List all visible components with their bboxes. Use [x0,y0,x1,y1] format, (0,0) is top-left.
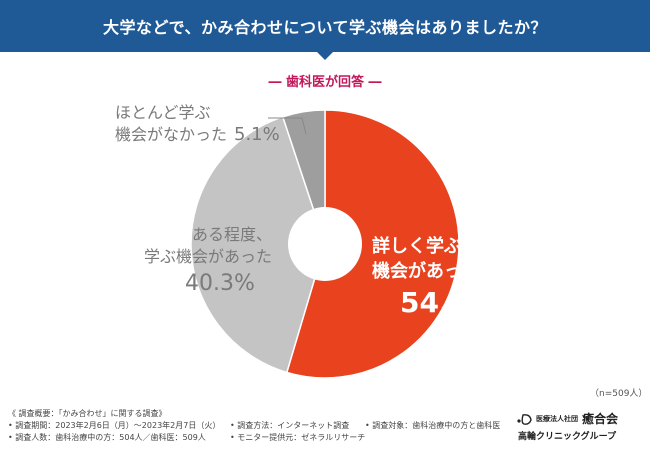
logo-mark-icon [517,413,532,425]
slice-value: 40.3% [185,271,255,296]
slice-detailed [285,109,460,379]
slice-label: ほとんど学ぶ [115,103,211,122]
chart-subtitle: ― 歯科医が回答 ― [268,75,382,90]
header-notch [317,52,333,60]
footer-line: 《 調査概要：「かみ合わせ」に関する調査》 [8,408,500,420]
survey-target: • 調査対象：歯科治療中の方と歯科医 [365,421,501,430]
slice-label: 学ぶ機会があった [144,247,272,266]
slice-label: 機会があった [372,260,480,282]
survey-footer: 《 調査概要：「かみ合わせ」に関する調査》 • 調査期間：2023年2月6日（月… [8,408,500,444]
footer-line: • 調査人数：歯科治療中の方：504人／歯科医：509人 • モニター提供元：ゼ… [8,432,500,444]
slice-value: 54.6% [400,286,497,319]
page-title: 大学などで、かみ合わせについて学ぶ機会はありましたか？ [102,18,548,37]
survey-period: • 調査期間：2023年2月6日（月）～2023年2月7日（火） [8,421,221,430]
logo-name: 癒合会 [582,412,619,426]
logo-corp: 医療法人社団 [536,414,578,423]
slice-value: 5.1% [234,124,280,145]
header-bar: 大学などで、かみ合わせについて学ぶ機会はありましたか？ [0,0,650,52]
clinic-logo: 医療法人社団 癒合会 高輪クリニックグループ [516,410,646,442]
footer-title: 《 調査概要：「かみ合わせ」に関する調査》 [8,409,167,418]
footer-line: • 調査期間：2023年2月6日（月）～2023年2月7日（火） • 調査方法：… [8,420,500,432]
survey-count: • 調査人数：歯科治療中の方：504人／歯科医：509人 [8,433,206,442]
donut-hole [288,207,362,281]
leader-line [268,117,307,135]
slice-somewhat [190,115,326,374]
survey-provider: • モニター提供元：ゼネラルリサーチ [230,433,366,442]
slice-label: 機会がなかった [115,125,227,144]
survey-method: • 調査方法：インターネット調査 [230,421,350,430]
logo-clinic: 高輪クリニックグループ [518,432,617,442]
slice-label: ある程度、 [192,225,272,244]
slice-label: 詳しく学ぶ [372,235,462,257]
sample-size: （n=509人） [590,389,648,399]
